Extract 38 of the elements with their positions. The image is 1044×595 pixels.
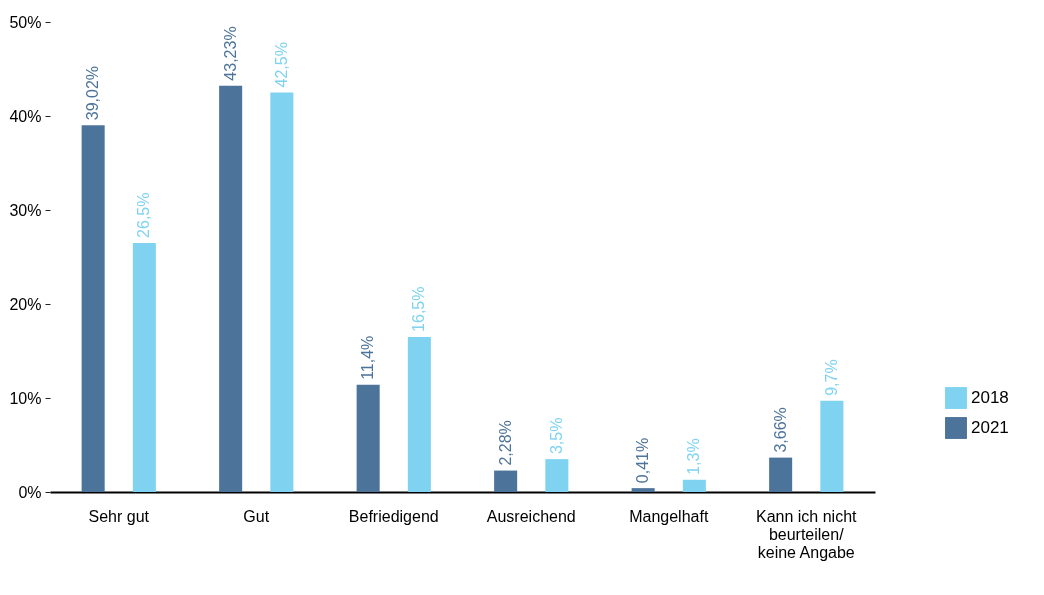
y-tick-label: 20% xyxy=(9,295,42,313)
bar xyxy=(631,488,655,492)
bar xyxy=(81,125,105,492)
bar xyxy=(132,242,156,492)
x-tick-label: Mangelhaft xyxy=(629,507,709,525)
bar xyxy=(356,384,380,492)
data-label: 42,5% xyxy=(272,42,290,88)
data-label: 3,5% xyxy=(547,417,565,455)
bar xyxy=(219,85,243,492)
data-label: 43,23% xyxy=(221,26,239,81)
data-label: 2,28% xyxy=(496,420,514,466)
bar xyxy=(682,479,706,492)
data-label: 3,66% xyxy=(771,407,789,453)
data-label: 9,7% xyxy=(822,359,840,396)
y-tick-label: 50% xyxy=(9,13,42,31)
x-tick-label: Befriedigend xyxy=(348,507,439,525)
x-tick-label: Sehr gut xyxy=(88,507,150,525)
data-label: 0,41% xyxy=(634,437,652,484)
data-label: 11,4% xyxy=(359,335,377,380)
legend-label: 2021 xyxy=(971,418,1009,437)
x-tick-label: Kann ich nicht beurteilen/ keine Angabe xyxy=(755,507,858,561)
y-tick-label: 30% xyxy=(9,201,42,219)
x-tick-label: Ausreichend xyxy=(486,507,576,525)
data-label: 16,5% xyxy=(410,286,428,332)
bar xyxy=(769,457,793,492)
data-label: 39,02% xyxy=(84,65,102,121)
y-tick-label: 0% xyxy=(18,483,42,501)
y-tick-label: 40% xyxy=(9,107,42,125)
bar xyxy=(545,459,569,492)
bar xyxy=(407,336,431,492)
y-tick-label: 10% xyxy=(9,389,42,407)
bar xyxy=(494,470,518,492)
data-label: 1,3% xyxy=(685,438,703,475)
data-label: 26,5% xyxy=(135,192,153,238)
x-tick-label: Gut xyxy=(243,507,270,525)
bar xyxy=(820,400,844,492)
legend-label: 2018 xyxy=(971,388,1009,407)
bar xyxy=(270,92,294,492)
